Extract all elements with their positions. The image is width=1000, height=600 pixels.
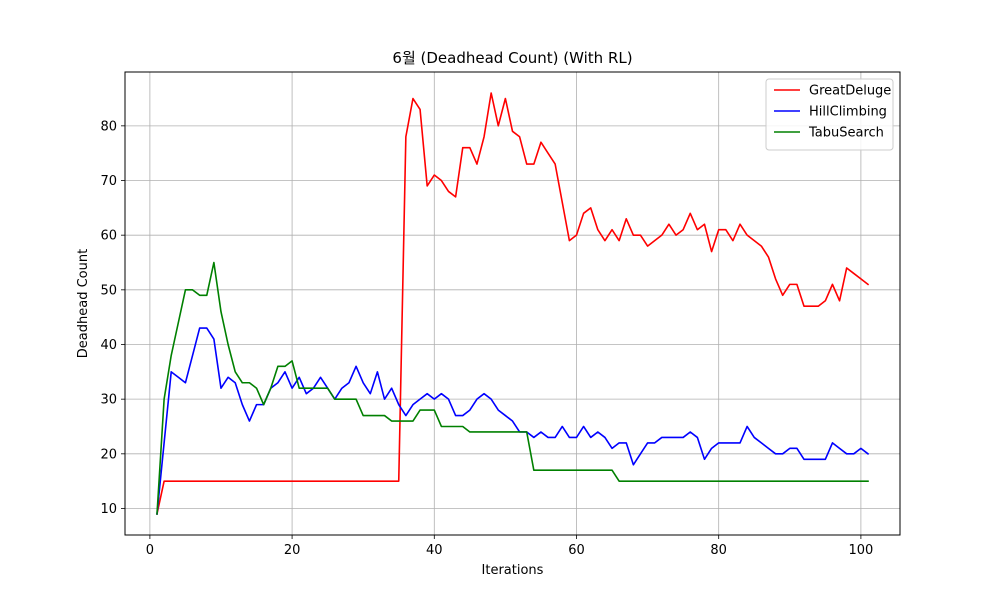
x-tick-label: 80 (710, 543, 727, 558)
x-axis-label: Iterations (482, 563, 544, 578)
legend-label: TabuSearch (808, 126, 884, 141)
legend-label: GreatDeluge (809, 84, 891, 99)
plot-frame (124, 71, 901, 536)
y-tick-label: 60 (100, 229, 117, 244)
series-lines (156, 92, 870, 515)
y-tick-label: 20 (100, 447, 117, 462)
legend-label: HillClimbing (809, 105, 887, 120)
series-line-hillclimbing (156, 327, 870, 515)
chart-title: 6월 (Deadhead Count) (With RL) (392, 49, 632, 67)
x-tick-label: 20 (284, 543, 301, 558)
y-tick-label: 30 (100, 393, 117, 408)
legend: GreatDeluge HillClimbing TabuSearch (765, 78, 894, 151)
x-tick-label: 40 (426, 543, 443, 558)
y-tick-label: 10 (100, 502, 117, 517)
x-tick-label: 0 (146, 543, 154, 558)
x-tick-label: 60 (568, 543, 585, 558)
series-line-greatdeluge (156, 92, 870, 515)
y-tick-label: 70 (100, 174, 117, 189)
x-tick-label: 100 (848, 543, 873, 558)
grid-lines (125, 72, 900, 535)
axis-ticks: 0 20 40 60 80 100 10 20 30 40 50 60 70 80 (100, 119, 873, 558)
y-tick-label: 50 (100, 283, 117, 298)
y-tick-label: 80 (100, 119, 117, 134)
series-line-tabusearch (156, 261, 869, 515)
y-axis-label: Deadhead Count (76, 249, 91, 358)
y-tick-label: 40 (100, 338, 117, 353)
